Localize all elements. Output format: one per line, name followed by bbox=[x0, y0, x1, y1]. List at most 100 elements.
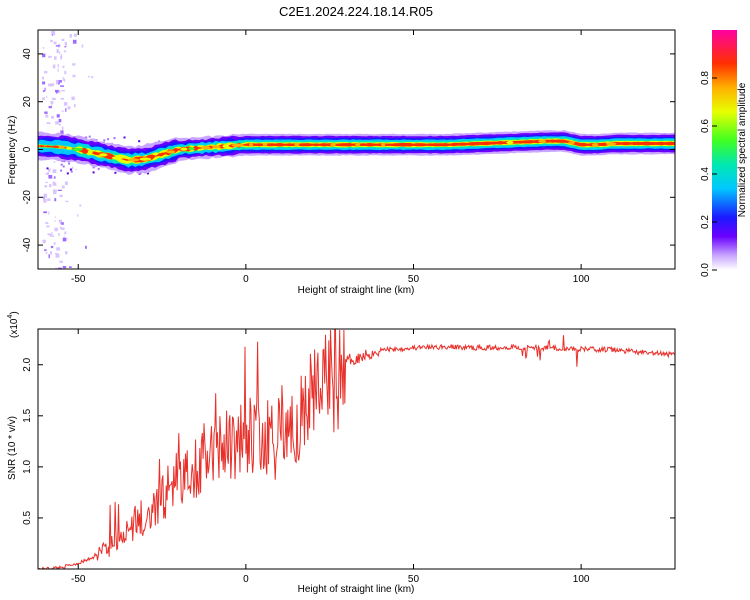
spectrogram-speckle bbox=[60, 54, 63, 58]
spectrogram-hotspot bbox=[342, 143, 351, 147]
spectrogram-speckle bbox=[65, 43, 67, 46]
spectrogram-speckle bbox=[48, 168, 51, 172]
spectrogram-hotspot bbox=[330, 143, 336, 147]
spectrogram-hotspot bbox=[262, 143, 268, 147]
colorbar-tick-label: 0.4 bbox=[700, 167, 711, 181]
spectrogram-speckle bbox=[52, 83, 55, 86]
spectrogram-speckle bbox=[58, 119, 62, 123]
snr-xtick-label: 50 bbox=[408, 574, 420, 585]
spectrogram-speckle bbox=[62, 165, 65, 168]
spectrogram-speckle bbox=[59, 51, 61, 54]
spectrogram-hotspot bbox=[398, 143, 410, 147]
spectrogram-speckle bbox=[87, 75, 90, 78]
colorbar-ticks: 0.0 0.2 0.4 0.6 0.8 bbox=[700, 71, 717, 277]
spectrogram-speckle bbox=[62, 237, 67, 242]
spectrogram-speckle bbox=[147, 172, 149, 175]
spectrogram-speckle bbox=[55, 79, 59, 84]
spectrogram-speckle bbox=[52, 189, 57, 192]
spectrogram-speckle bbox=[43, 193, 48, 198]
spectrogram-speckle bbox=[56, 114, 60, 118]
spectrogram-speckle bbox=[52, 169, 57, 173]
spectrogram-speckle bbox=[48, 106, 52, 109]
spectrogram-hotspot bbox=[485, 141, 493, 145]
snr-ylabel: SNR (10 * v/v) bbox=[7, 416, 18, 480]
colorbar-tick-label: 0.2 bbox=[700, 215, 711, 229]
spectrogram-speckle bbox=[61, 126, 64, 131]
spectrogram-speckle bbox=[50, 245, 54, 249]
spectrogram-speckle bbox=[50, 234, 52, 237]
spectrogram-hotspot bbox=[623, 141, 632, 146]
snr-xtick-label: 100 bbox=[573, 574, 590, 585]
spectrogram-xtick-label: 50 bbox=[408, 274, 420, 285]
spectrogram-hotspot bbox=[273, 143, 286, 147]
spectrogram-speckle bbox=[71, 96, 75, 100]
spectrogram-hotspot bbox=[650, 141, 656, 146]
spectrogram-speckle bbox=[114, 171, 117, 174]
snr-ytick-label: 0.5 bbox=[22, 511, 33, 525]
spectrogram-speckle bbox=[51, 235, 54, 237]
spectrogram-speckle bbox=[42, 47, 45, 49]
spectrogram-speckle bbox=[123, 136, 126, 139]
spectrogram-speckle bbox=[53, 34, 56, 36]
spectrogram-speckle bbox=[54, 198, 57, 202]
spectrogram-hotspot bbox=[441, 143, 450, 147]
spectrogram-speckle bbox=[63, 160, 66, 163]
spectrogram-speckle bbox=[55, 121, 59, 125]
spectrogram-hotspot bbox=[415, 143, 425, 147]
spectrogram-speckle bbox=[139, 172, 142, 175]
spectrogram-speckle bbox=[59, 226, 62, 229]
spectrogram-hotspot bbox=[606, 142, 617, 146]
spectrogram-hotspot bbox=[597, 142, 609, 146]
spectrogram-speckle bbox=[62, 65, 65, 68]
spectrogram-heatmap bbox=[38, 30, 675, 269]
spectrogram-hotspot bbox=[579, 143, 586, 147]
spectrogram-speckle bbox=[66, 172, 69, 175]
spectrogram-speckle bbox=[65, 237, 68, 241]
spectrogram-speckle bbox=[72, 39, 77, 44]
spectrogram-speckle bbox=[92, 166, 95, 169]
spectrogram-speckle bbox=[64, 46, 67, 48]
spectrogram-speckle bbox=[44, 87, 46, 92]
spectrogram-speckle bbox=[50, 39, 53, 42]
colorbar-label: Normalized spectral amplitude bbox=[737, 82, 748, 217]
spectrogram-hotspot bbox=[99, 153, 108, 157]
spectrogram-speckle bbox=[62, 76, 64, 81]
spectrogram-speckle bbox=[61, 38, 65, 41]
spectrogram-speckle bbox=[67, 106, 71, 110]
spectrogram-speckle bbox=[57, 64, 59, 68]
spectrogram-hotspot bbox=[87, 150, 93, 154]
spectrogram-speckle bbox=[107, 138, 110, 141]
spectrogram-speckle bbox=[55, 89, 59, 93]
spectrogram-speckle bbox=[53, 191, 57, 195]
spectrogram-hotspot bbox=[495, 141, 503, 145]
spectrogram-hotspot bbox=[139, 157, 152, 161]
spectrogram-speckle bbox=[42, 239, 46, 244]
snr-frame bbox=[37, 328, 676, 570]
snr-ytick-label: 1.0 bbox=[22, 459, 33, 473]
spectrogram-speckle bbox=[58, 90, 61, 94]
spectrogram-speckle bbox=[50, 83, 53, 87]
spectrogram-speckle bbox=[52, 64, 56, 69]
spectrogram-speckle bbox=[63, 50, 67, 53]
spectrogram-speckle bbox=[53, 176, 56, 179]
spectrogram-speckle bbox=[61, 227, 65, 230]
spectrogram-hotspot bbox=[548, 139, 557, 143]
spectrogram-speckle bbox=[79, 204, 82, 207]
spectrogram-xlabel: Height of straight line (km) bbox=[298, 285, 415, 296]
snr-multiplier-exp: 4 bbox=[7, 315, 14, 319]
spectrogram-hotspot bbox=[538, 139, 546, 143]
spectrogram-hotspot bbox=[111, 156, 123, 160]
spectrogram-speckle bbox=[59, 260, 63, 263]
spectrogram-hotspot bbox=[474, 142, 482, 146]
spectrogram-hotspot bbox=[381, 143, 386, 147]
spectrogram-speckle bbox=[57, 189, 62, 191]
spectrogram-speckle bbox=[113, 137, 116, 140]
spectrogram-speckle bbox=[56, 49, 59, 53]
spectrogram-speckle bbox=[43, 196, 45, 201]
spectrogram-speckle bbox=[58, 233, 60, 236]
spectrogram-hotspot bbox=[166, 150, 176, 154]
spectrogram-speckle bbox=[64, 231, 67, 235]
spectrogram-hotspot bbox=[319, 143, 329, 147]
spectrogram-speckle bbox=[61, 222, 64, 225]
